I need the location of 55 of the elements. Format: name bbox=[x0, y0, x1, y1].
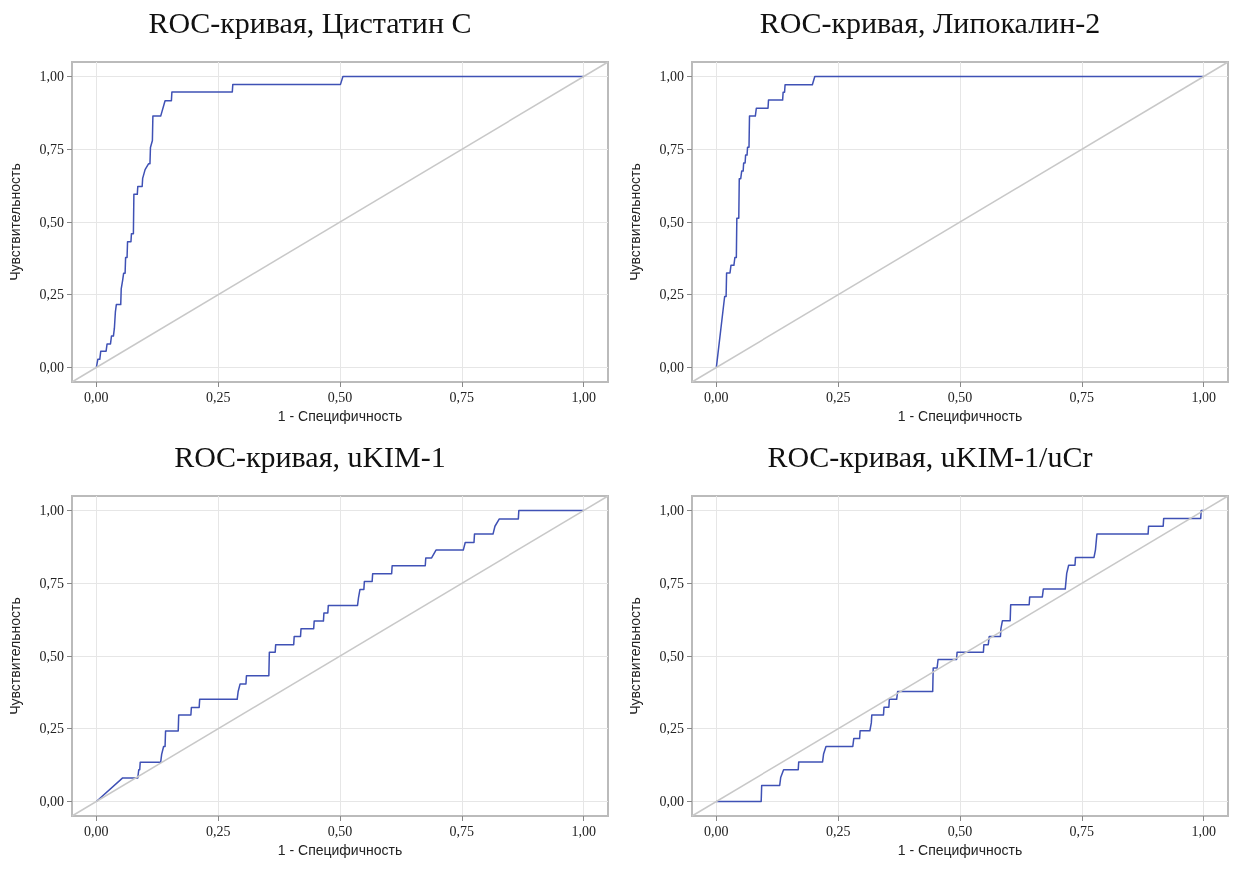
x-axis-title: 1 - Специфичность bbox=[277, 407, 403, 424]
x-tick-label: 0,00 bbox=[704, 389, 729, 405]
y-tick-label: 0,25 bbox=[39, 721, 64, 737]
x-tick-label: 0,75 bbox=[1069, 389, 1095, 405]
y-tick-label: 0,50 bbox=[39, 214, 64, 230]
y-tick-label: 0,75 bbox=[39, 575, 64, 591]
y-tick-label: 0,75 bbox=[39, 141, 64, 157]
y-tick-label: 0,25 bbox=[39, 287, 64, 303]
line-series bbox=[715, 75, 1205, 369]
x-tick-label: 0,25 bbox=[825, 823, 851, 839]
x-tick-label: 0,25 bbox=[825, 389, 851, 405]
chart-title: ROC-кривая, uKIM-1/uCr bbox=[767, 439, 1093, 473]
x-tick-label: 0,00 bbox=[84, 823, 109, 839]
y-axis-title: Чувствительность bbox=[7, 163, 23, 281]
x-axis-title: 1 - Специфичность bbox=[897, 841, 1023, 858]
x-tick-label: 1,00 bbox=[571, 823, 596, 839]
x-tick-label: 0,75 bbox=[1069, 823, 1095, 839]
x-tick-label: 0,25 bbox=[205, 389, 231, 405]
y-tick-label: 1,00 bbox=[659, 69, 684, 85]
x-tick-label: 0,50 bbox=[327, 389, 353, 405]
x-tick-label: 0,00 bbox=[704, 823, 729, 839]
x-tick-label: 0,50 bbox=[327, 823, 353, 839]
line-series bbox=[95, 509, 585, 803]
x-tick-label: 0,75 bbox=[449, 823, 475, 839]
x-tick-label: 0,75 bbox=[449, 389, 475, 405]
y-tick-label: 0,00 bbox=[39, 793, 64, 809]
x-axis-title: 1 - Специфичность bbox=[897, 407, 1023, 424]
y-tick-label: 0,75 bbox=[659, 575, 684, 591]
y-tick-label: 0,00 bbox=[39, 359, 64, 375]
y-axis-title: Чувствительность bbox=[627, 597, 643, 715]
y-tick-label: 0,75 bbox=[659, 141, 684, 157]
x-tick-label: 0,50 bbox=[947, 823, 973, 839]
y-tick-label: 1,00 bbox=[659, 503, 684, 519]
chart-title: ROC-кривая, Липокалин-2 bbox=[759, 5, 1101, 39]
chart-title: ROC-кривая, Цистатин С bbox=[148, 5, 472, 39]
y-tick-label: 0,00 bbox=[659, 793, 684, 809]
x-tick-label: 1,00 bbox=[571, 389, 596, 405]
x-tick-label: 0,25 bbox=[205, 823, 231, 839]
line-series bbox=[715, 509, 1205, 803]
y-axis-title: Чувствительность bbox=[627, 163, 643, 281]
y-tick-label: 0,50 bbox=[659, 648, 684, 664]
y-tick-label: 0,50 bbox=[39, 648, 64, 664]
x-tick-label: 1,00 bbox=[1191, 389, 1216, 405]
y-tick-label: 0,25 bbox=[659, 721, 684, 737]
x-tick-label: 0,50 bbox=[947, 389, 973, 405]
x-axis-title: 1 - Специфичность bbox=[277, 841, 403, 858]
y-tick-label: 0,50 bbox=[659, 214, 684, 230]
x-tick-label: 0,00 bbox=[84, 389, 109, 405]
x-tick-label: 1,00 bbox=[1191, 823, 1216, 839]
y-tick-label: 1,00 bbox=[39, 69, 64, 85]
y-tick-label: 0,00 bbox=[659, 359, 684, 375]
y-axis-title: Чувствительность bbox=[7, 597, 23, 715]
y-tick-label: 1,00 bbox=[39, 503, 64, 519]
y-tick-label: 0,25 bbox=[659, 287, 684, 303]
chart-title: ROC-кривая, uKIM-1 bbox=[174, 439, 446, 473]
